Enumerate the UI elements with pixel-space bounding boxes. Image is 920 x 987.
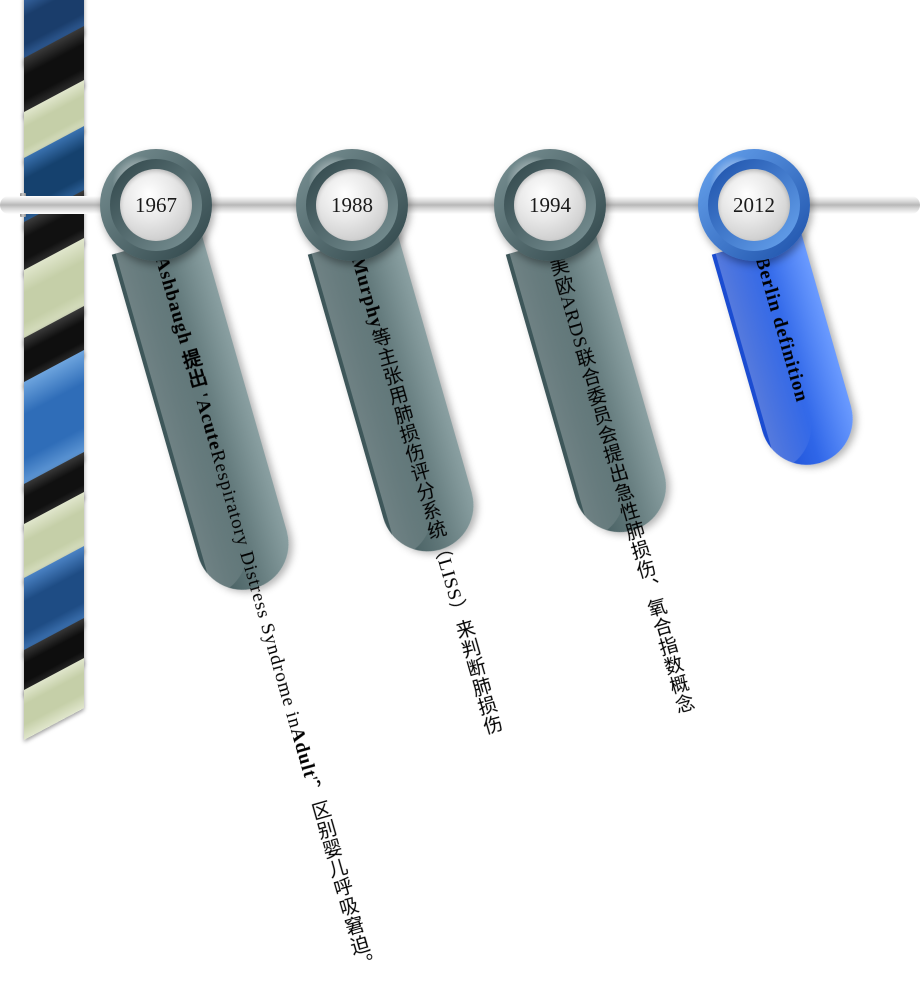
timeline-desc-text: Murphy等主张用肺损伤评分系统（LISS）来判断肺损伤 bbox=[345, 254, 505, 738]
node-face: 1988 bbox=[316, 169, 388, 241]
desc-line: Adult'，区别婴儿呼吸窘迫。 bbox=[284, 725, 377, 978]
timeline-desc-tab: 美欧ARDS联合委员会提出急性肺损伤、氧合指数概念 bbox=[506, 229, 677, 543]
desc-line: Murphy等主张用肺损伤评 bbox=[345, 254, 432, 485]
desc-line: 美欧ARDS联合委员会 bbox=[543, 254, 619, 448]
node-year-label: 1967 bbox=[135, 193, 177, 218]
timeline-node: 1994 bbox=[494, 149, 606, 261]
timeline-node: 1988 bbox=[296, 149, 408, 261]
timeline-desc-text: 美欧ARDS联合委员会提出急性肺损伤、氧合指数概念 bbox=[543, 254, 697, 717]
desc-line: Berlin definition bbox=[749, 254, 813, 405]
timeline-node: 2012 bbox=[698, 149, 810, 261]
node-face: 2012 bbox=[718, 169, 790, 241]
node-year-label: 1994 bbox=[529, 193, 571, 218]
node-year-label: 2012 bbox=[733, 193, 775, 218]
desc-line: Ashbaugh 提出 'Acute bbox=[149, 254, 227, 453]
desc-line: 分系统（LISS）来判断肺 bbox=[409, 479, 493, 700]
timeline-desc-tab: Ashbaugh 提出 'AcuteRespiratory Distress S… bbox=[112, 229, 300, 600]
timeline-desc-tab: Berlin definition bbox=[712, 229, 864, 475]
desc-line: Respiratory Distress Syndrome in bbox=[204, 447, 306, 731]
timeline-desc-text: Berlin definition bbox=[749, 254, 813, 405]
decorative-stripe-bar bbox=[24, 0, 84, 690]
desc-line: 提出急性肺损伤、氧合 bbox=[597, 441, 675, 640]
timeline-desc-tab: Murphy等主张用肺损伤评分系统（LISS）来判断肺损伤 bbox=[308, 229, 485, 562]
timeline-node: 1967 bbox=[100, 149, 212, 261]
node-face: 1967 bbox=[120, 169, 192, 241]
node-face: 1994 bbox=[514, 169, 586, 241]
node-year-label: 1988 bbox=[331, 193, 373, 218]
desc-line: 损伤 bbox=[471, 693, 505, 738]
desc-line: 指数概念 bbox=[652, 634, 697, 717]
